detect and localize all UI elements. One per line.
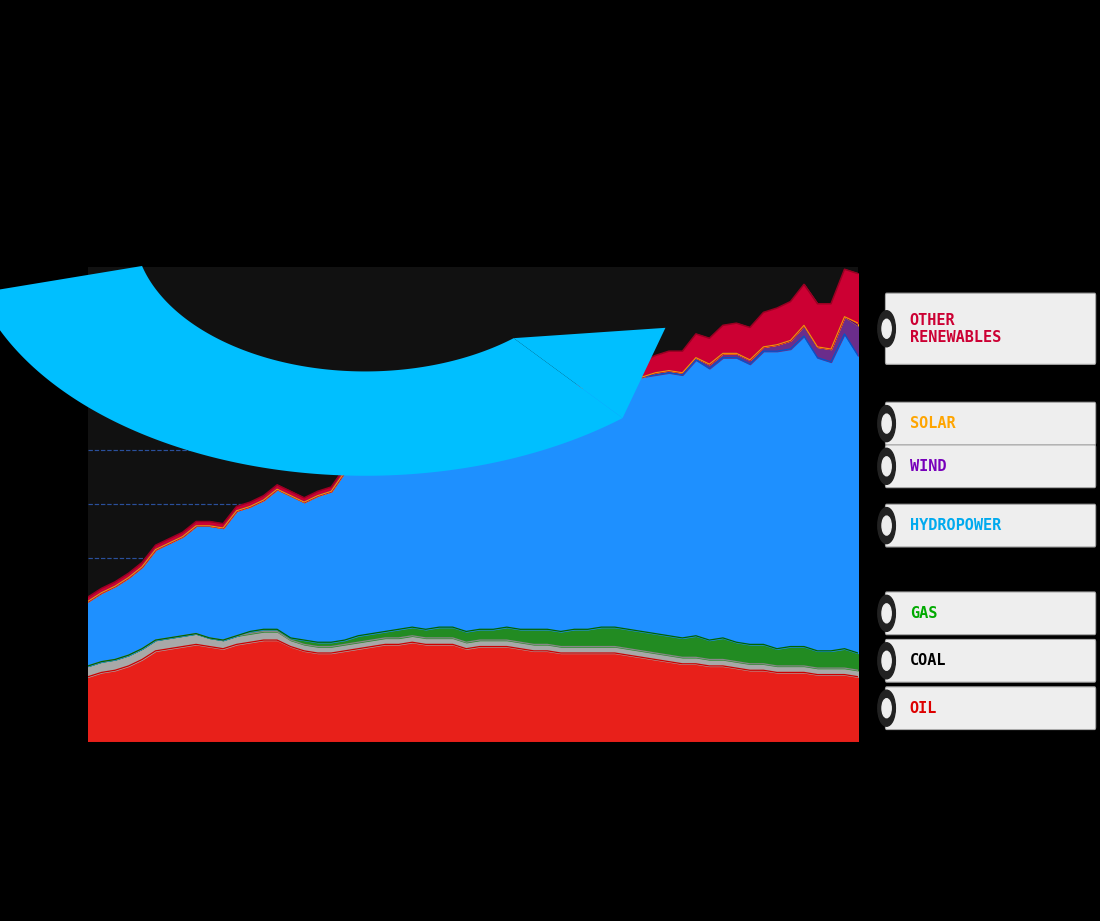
Text: OTHER
RENEWABLES: OTHER RENEWABLES [910, 312, 1001, 345]
Circle shape [882, 320, 891, 338]
Circle shape [878, 310, 895, 347]
FancyBboxPatch shape [886, 445, 1096, 487]
Circle shape [882, 699, 891, 717]
FancyBboxPatch shape [886, 505, 1096, 547]
Circle shape [882, 516, 891, 535]
Circle shape [878, 449, 895, 484]
Text: OIL: OIL [910, 701, 937, 716]
Text: WIND: WIND [910, 459, 946, 473]
FancyBboxPatch shape [886, 639, 1096, 682]
Text: GAS: GAS [910, 606, 937, 621]
Text: COAL: COAL [910, 653, 946, 669]
Circle shape [882, 414, 891, 433]
FancyBboxPatch shape [886, 687, 1096, 729]
Polygon shape [514, 328, 666, 418]
Circle shape [878, 595, 895, 632]
Polygon shape [0, 266, 623, 476]
FancyBboxPatch shape [886, 402, 1096, 445]
Text: HYDROPOWER: HYDROPOWER [910, 519, 1001, 533]
Text: SOURCE: BP STITISTICAL REVIEW OF WORLD ENERGY
NOTE: ‘OTHER RENEWABLES’ INCLUDES : SOURCE: BP STITISTICAL REVIEW OF WORLD E… [21, 806, 498, 860]
Text: PRIMARY ENERGY CONSUMPTION IS MEASURED IN TERAWATT-HOURS (TWh).
HERE AN INEFFICI: PRIMARY ENERGY CONSUMPTION IS MEASURED I… [24, 95, 584, 174]
Circle shape [882, 604, 891, 623]
Circle shape [878, 507, 895, 543]
Circle shape [882, 457, 891, 476]
Text: ENERGY CONSUMPTION BY SOURCE, NORWAY: ENERGY CONSUMPTION BY SOURCE, NORWAY [339, 39, 761, 58]
FancyBboxPatch shape [886, 293, 1096, 365]
FancyBboxPatch shape [886, 592, 1096, 635]
Circle shape [878, 405, 895, 442]
Circle shape [878, 643, 895, 679]
Text: SOLAR: SOLAR [910, 416, 955, 431]
Circle shape [882, 651, 891, 670]
Circle shape [878, 690, 895, 727]
